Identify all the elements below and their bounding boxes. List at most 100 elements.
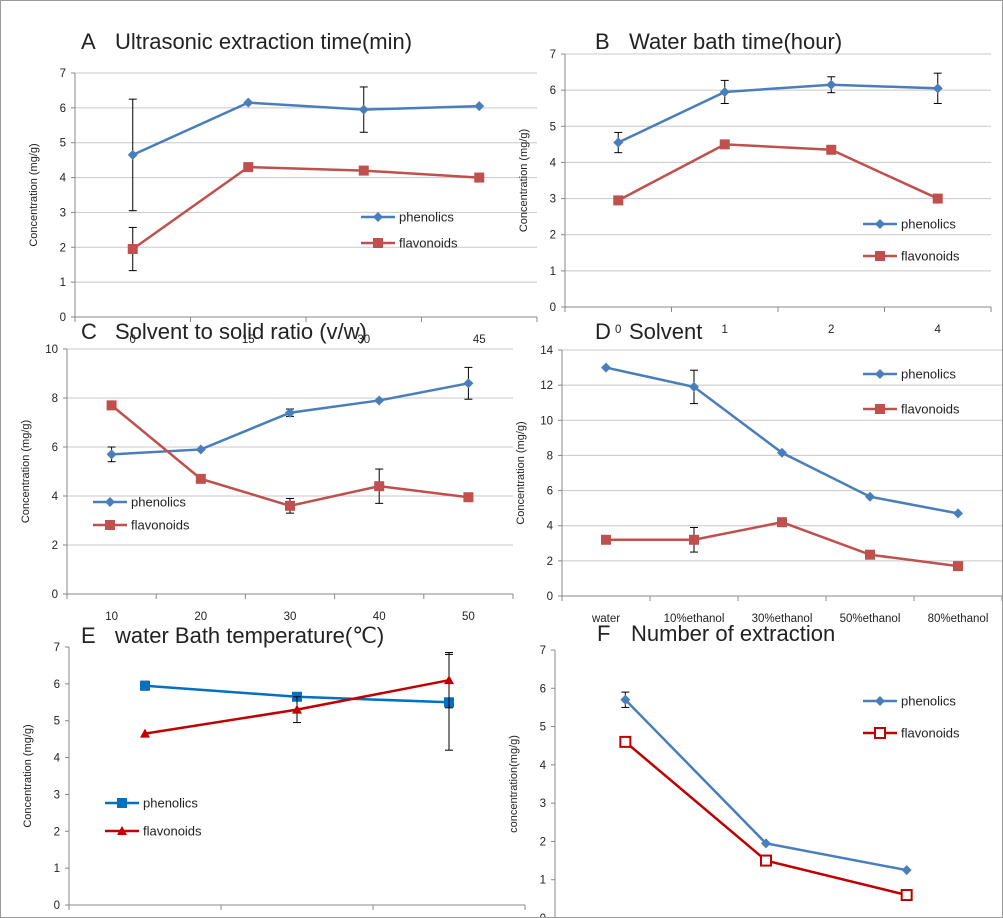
series-line-flavonoids [132, 165, 480, 251]
y-tick-label: 6 [54, 679, 60, 691]
data-point-flavonoids [474, 172, 485, 183]
y-tick-label: 3 [540, 798, 546, 810]
legend-marker-phenolics [875, 696, 885, 706]
legend-label-phenolics: phenolics [399, 210, 454, 225]
data-point-flavonoids [689, 534, 699, 545]
data-point-flavonoids [374, 481, 385, 492]
y-tick-label: 4 [60, 173, 67, 185]
y-tick-label: 6 [60, 103, 66, 115]
data-point-phenolics [140, 680, 150, 691]
data-point-flavonoids [826, 144, 837, 155]
legend: phenolics flavonoids [863, 217, 960, 264]
legend: phenolics flavonoids [361, 210, 458, 251]
x-tick-label: 50%ethanol [840, 613, 901, 625]
y-tick-label: 2 [54, 826, 60, 838]
data-point-phenolics [777, 447, 787, 458]
data-point-flavonoids [463, 492, 474, 503]
chart-panel-a: A Ultrasonic extraction time(min)01234567… [28, 29, 538, 346]
y-tick-label: 1 [540, 875, 546, 887]
data-point-flavonoids [285, 500, 295, 511]
y-tick-label: 1 [60, 277, 66, 289]
x-tick-label: 30 [284, 611, 297, 623]
y-tick-label: 6 [52, 442, 58, 454]
data-point-flavonoids [777, 517, 787, 528]
data-point-phenolics [761, 838, 771, 849]
data-point-flavonoids [444, 675, 454, 685]
data-point-flavonoids [613, 195, 624, 206]
data-point-phenolics [106, 449, 117, 460]
legend: phenolics flavonoids [93, 495, 190, 533]
x-tick-label: 4 [935, 324, 942, 336]
data-point-flavonoids [900, 889, 913, 902]
data-point-flavonoids [195, 473, 206, 484]
y-tick-label: 2 [547, 556, 553, 568]
legend-marker-flavonoids [105, 520, 115, 530]
y-tick-label: 4 [52, 491, 59, 503]
data-point-flavonoids [719, 139, 730, 150]
y-tick-label: 1 [54, 863, 60, 875]
series-line-flavonoids [617, 143, 939, 202]
data-point-flavonoids [140, 728, 150, 738]
legend-marker-flavonoids [875, 251, 885, 261]
x-tick-label: water [591, 613, 620, 625]
x-tick-label: 0 [130, 334, 136, 346]
y-tick-label: 2 [550, 230, 556, 242]
panel-letter: C [81, 319, 97, 344]
y-tick-label: 0 [52, 589, 58, 601]
data-point-phenolics [285, 407, 295, 418]
legend-marker-phenolics [875, 219, 885, 229]
legend-label-phenolics: phenolics [901, 217, 956, 232]
legend-label-flavonoids: flavonoids [901, 249, 960, 264]
chart-title: Solvent to solid ratio (v/w) [115, 319, 367, 344]
y-tick-label: 6 [540, 683, 546, 695]
y-tick-label: 7 [550, 49, 556, 61]
data-point-phenolics [826, 79, 837, 90]
series-flavonoids [601, 517, 963, 572]
y-tick-label: 10 [540, 415, 553, 427]
y-tick-label: 4 [540, 760, 547, 772]
chart-title: water Bath temperature(℃) [114, 623, 384, 648]
y-tick-label: 5 [60, 138, 66, 150]
chart-title: Ultrasonic extraction time(min) [115, 29, 412, 54]
series-line-phenolics [617, 83, 938, 144]
x-tick-label: 2 [828, 324, 834, 336]
data-point-phenolics [195, 444, 206, 455]
series-phenolics [613, 72, 943, 154]
panel-letter: F [597, 621, 610, 646]
series-phenolics [601, 362, 963, 519]
panel-letter: E [81, 623, 96, 648]
data-point-flavonoids [601, 534, 611, 545]
y-tick-label: 0 [60, 312, 66, 324]
y-tick-label: 8 [547, 450, 553, 462]
data-point-phenolics [613, 137, 624, 148]
legend-marker-flavonoids [874, 727, 886, 739]
y-axis-label: concentration(mg/g) [508, 735, 520, 833]
y-tick-label: 4 [550, 157, 557, 169]
legend: phenolics flavonoids [105, 796, 202, 839]
legend-marker-phenolics [117, 798, 127, 808]
legend: phenolics flavonoids [863, 367, 960, 417]
series-flavonoids [619, 735, 913, 902]
y-tick-label: 7 [540, 645, 546, 657]
data-point-phenolics [358, 104, 369, 115]
data-point-phenolics [374, 395, 385, 406]
x-tick-label: 15 [242, 334, 255, 346]
legend-label-flavonoids: flavonoids [399, 236, 458, 251]
legend-label-phenolics: phenolics [901, 694, 956, 709]
x-tick-label: 1 [722, 324, 728, 336]
data-point-phenolics [243, 97, 254, 108]
series-line-phenolics [132, 101, 480, 157]
y-tick-label: 3 [54, 789, 60, 801]
y-tick-label: 3 [550, 194, 556, 206]
legend-marker-phenolics [875, 369, 885, 379]
data-point-flavonoids [953, 561, 963, 572]
y-tick-label: 2 [52, 540, 58, 552]
y-tick-label: 5 [54, 716, 60, 728]
y-tick-label: 0 [547, 591, 553, 603]
series-flavonoids [613, 139, 943, 206]
y-tick-label: 2 [60, 242, 66, 254]
x-tick-label: 10%ethanol [664, 613, 725, 625]
series-phenolics [106, 366, 474, 463]
